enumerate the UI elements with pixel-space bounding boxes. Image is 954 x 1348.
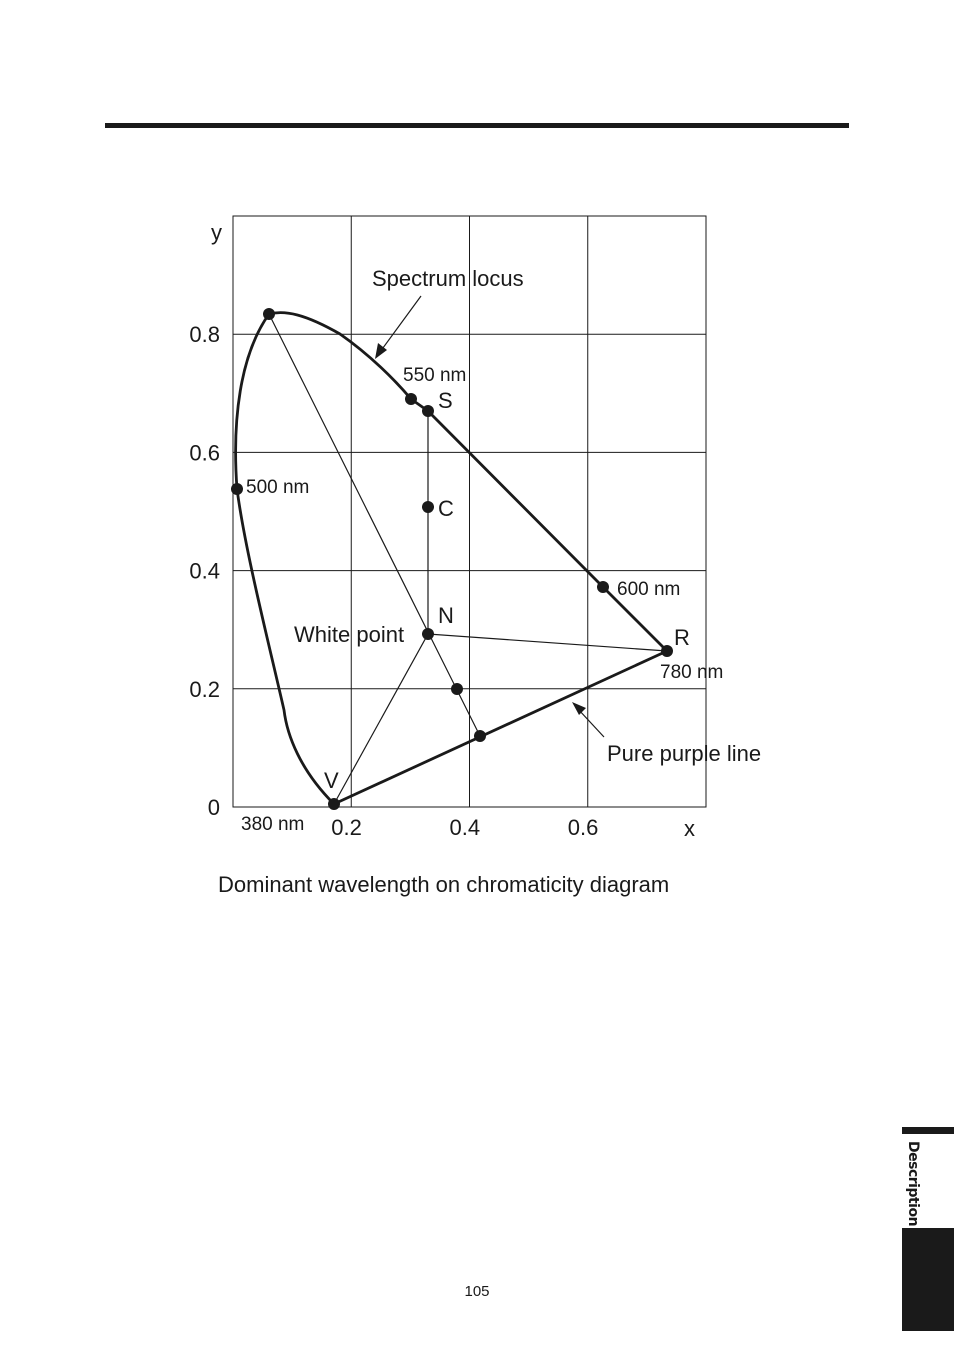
label-r: R — [674, 625, 690, 650]
point-v — [328, 798, 340, 810]
y-tick-label: 0.8 — [189, 322, 220, 347]
x-tick-label: 0.4 — [450, 815, 481, 840]
y-tick-label: 0.6 — [189, 440, 220, 465]
x-axis-label: x — [684, 816, 695, 841]
y-tick-label: 0.2 — [189, 677, 220, 702]
point-c — [422, 501, 434, 513]
page-number: 105 — [464, 1283, 490, 1300]
tick-labels: 0.2 0.4 0.6 0 0.2 0.4 0.6 0.8 — [189, 322, 598, 840]
tab-top-bar — [902, 1127, 954, 1134]
point-intersect-2 — [474, 730, 486, 742]
point-500nm — [231, 483, 243, 495]
label-550nm: 550 nm — [403, 365, 466, 386]
tab-block — [902, 1228, 954, 1331]
spectrum-locus-arrow — [375, 295, 422, 359]
label-500nm: 500 nm — [246, 477, 309, 498]
point-r — [661, 645, 673, 657]
label-600nm: 600 nm — [617, 579, 680, 600]
tab-label: Description — [905, 1141, 921, 1227]
label-780nm: 780 nm — [660, 662, 723, 683]
x-tick-label: 0.2 — [331, 815, 362, 840]
spectrum-locus-label: Spectrum locus — [372, 266, 524, 291]
x-tick-label: 0.6 — [568, 815, 599, 840]
figure-caption: Dominant wavelength on chromaticity diag… — [218, 872, 670, 897]
point-550nm — [405, 393, 417, 405]
point-s — [422, 405, 434, 417]
pure-purple-line-label: Pure purple line — [607, 741, 761, 766]
label-v: V — [324, 768, 339, 793]
label-s: S — [438, 388, 453, 413]
grid — [232, 215, 707, 808]
pure-purple-line — [333, 649, 668, 806]
spectrum-locus-curve — [234, 311, 429, 805]
construction-lines — [268, 313, 668, 805]
pure-purple-arrow — [572, 702, 605, 738]
point-intersect-1 — [451, 683, 463, 695]
top-rule — [105, 123, 849, 128]
y-tick-label: 0 — [208, 795, 220, 820]
white-point-label: White point — [294, 622, 404, 647]
y-tick-label: 0.4 — [189, 559, 220, 584]
label-c: C — [438, 496, 454, 521]
point-n-white-point — [422, 628, 434, 640]
point-green-peak — [263, 308, 275, 320]
point-600nm — [597, 581, 609, 593]
section-tab: Description — [902, 1127, 954, 1331]
chromaticity-diagram: 0.2 0.4 0.6 0 0.2 0.4 0.6 0.8 y x Spectrum locu… — [189, 215, 761, 841]
y-axis-label: y — [211, 220, 222, 245]
label-n: N — [438, 603, 454, 628]
label-380nm: 380 nm — [241, 814, 304, 835]
spectrum-locus-right — [427, 410, 668, 652]
